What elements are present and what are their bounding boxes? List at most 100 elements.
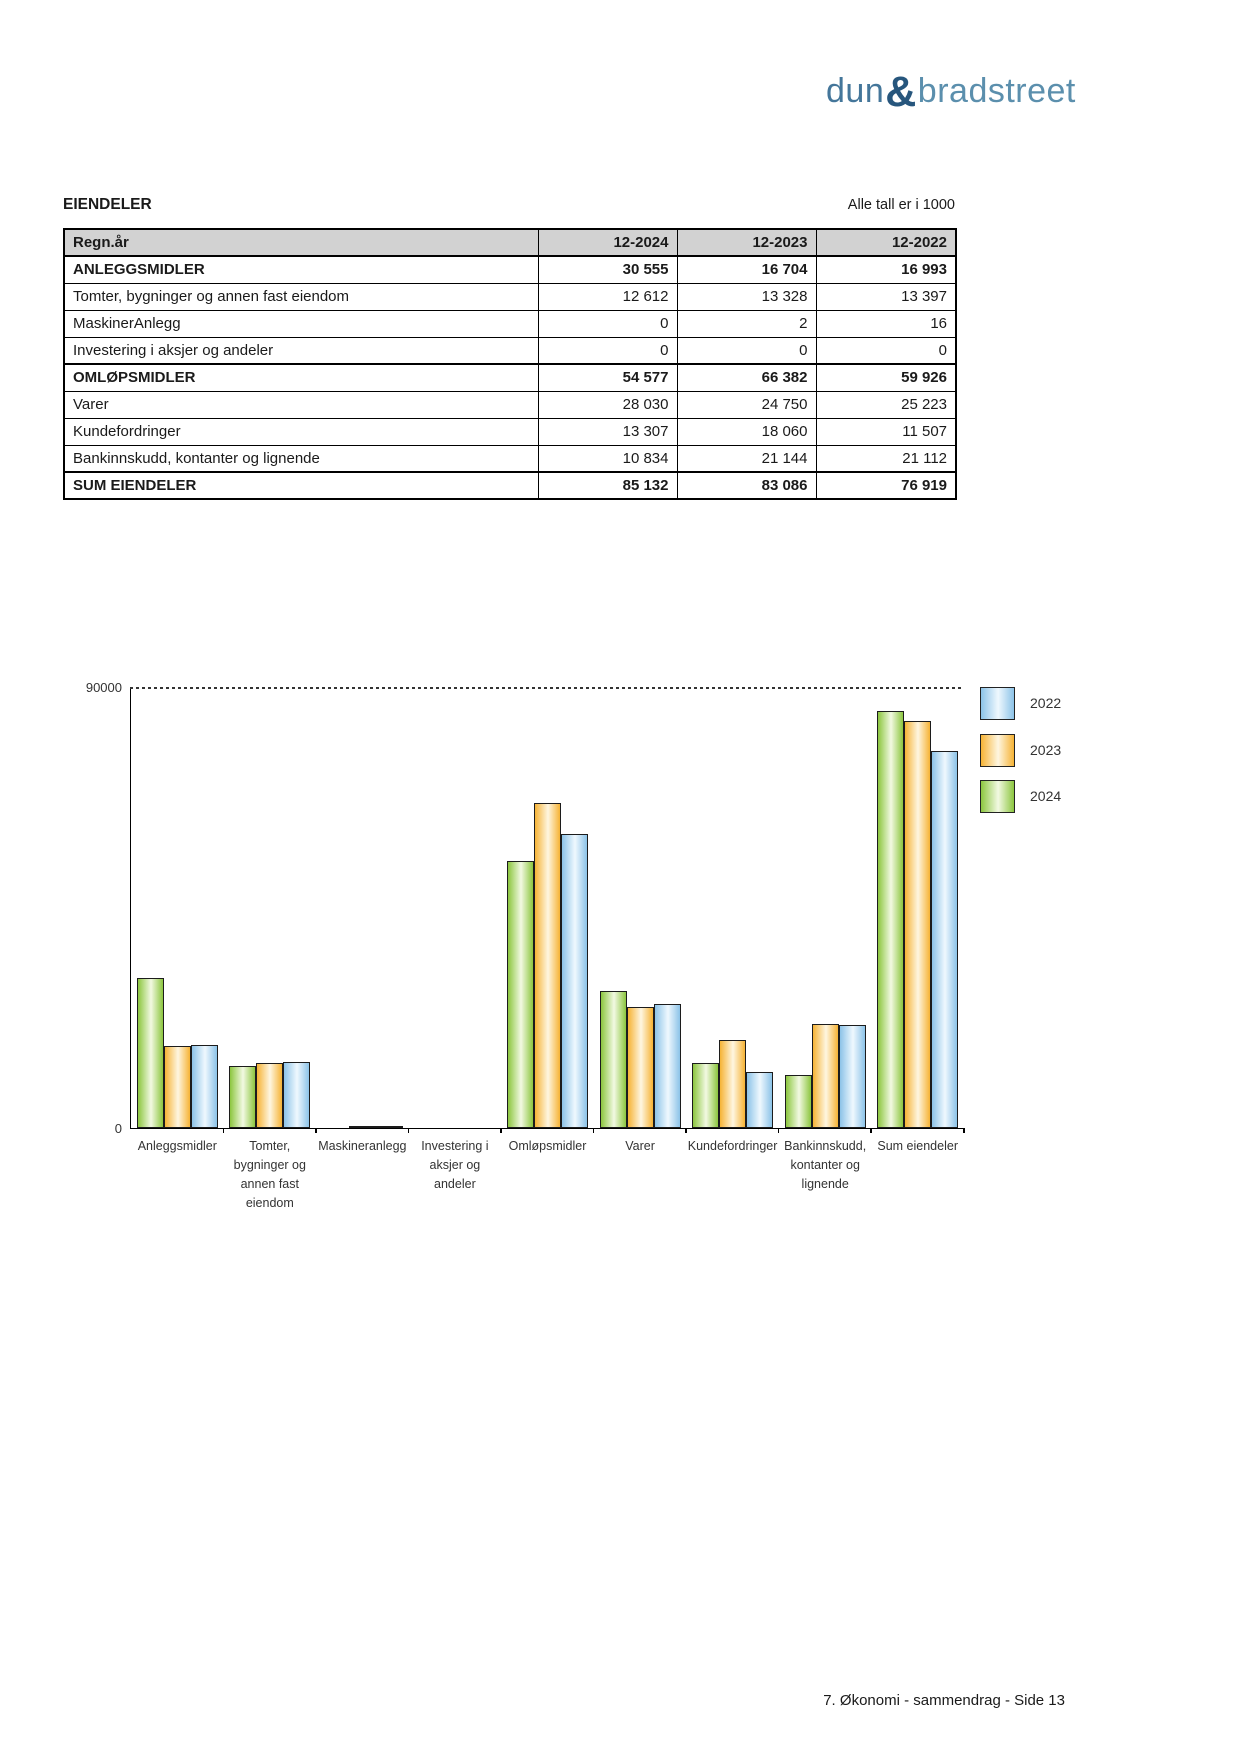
table-row: ANLEGGSMIDLER 30 555 16 704 16 993 — [63, 255, 957, 284]
bar-2022-1 — [283, 1062, 311, 1128]
dun-bradstreet-logo: dun&bradstreet — [826, 68, 1076, 117]
row-value: 13 328 — [676, 282, 817, 311]
row-value: 0 — [537, 336, 678, 365]
bar-2023-6 — [719, 1039, 747, 1128]
row-value: 59 926 — [815, 363, 957, 392]
table-row: Kundefordringer 13 307 18 060 11 507 — [63, 417, 957, 446]
bar-2024-5 — [599, 990, 627, 1128]
x-axis-tick — [870, 1128, 872, 1133]
x-axis-tick — [777, 1128, 780, 1133]
row-value: 83 086 — [676, 471, 817, 500]
legend-swatch-2024 — [980, 780, 1015, 814]
bar-2024-0 — [136, 978, 164, 1128]
row-label: ANLEGGSMIDLER — [63, 255, 539, 284]
bar-2022-2 — [375, 1126, 403, 1128]
row-value: 85 132 — [537, 471, 678, 500]
bar-2022-8 — [931, 751, 959, 1128]
x-axis-label: Omløpsmidler — [508, 1139, 587, 1153]
x-axis-tick — [592, 1128, 595, 1133]
x-axis-label: Anleggsmidler — [137, 1139, 217, 1153]
table-row: Investering i aksjer og andeler 0 0 0 — [63, 336, 957, 365]
bar-2024-1 — [229, 1066, 257, 1128]
bar-2023-8 — [904, 720, 932, 1128]
bar-2024-8 — [877, 710, 905, 1128]
row-value: 2 — [676, 309, 817, 338]
logo-text-dun: dun — [826, 72, 885, 110]
x-axis-label: Maskineranlegg — [318, 1139, 407, 1153]
row-value: 0 — [815, 336, 957, 365]
row-value: 25 223 — [815, 390, 957, 419]
bar-2023-2 — [348, 1126, 376, 1128]
row-label: Investering i aksjer og andeler — [63, 336, 539, 365]
row-value: 16 704 — [676, 255, 817, 284]
header-col-2022: 12-2022 — [815, 228, 957, 257]
x-axis-tick — [222, 1128, 225, 1133]
y-axis-max-label: 90000 — [85, 680, 122, 695]
bar-2024-6 — [692, 1062, 720, 1128]
row-value: 13 397 — [815, 282, 957, 311]
row-value: 21 112 — [815, 444, 957, 473]
table-row: SUM EIENDELER 85 132 83 086 76 919 — [63, 471, 957, 500]
x-axis-tick — [963, 1128, 965, 1133]
legend-swatch-2023 — [980, 733, 1015, 767]
table-row: Varer 28 030 24 750 25 223 — [63, 390, 957, 419]
row-value: 11 507 — [815, 417, 957, 446]
row-value: 28 030 — [537, 390, 678, 419]
row-value: 30 555 — [537, 255, 678, 284]
row-value: 16 — [815, 309, 957, 338]
section-title: EIENDELER — [63, 196, 152, 213]
logo-ampersand-icon: & — [885, 68, 917, 116]
unit-note: Alle tall er i 1000 — [847, 197, 955, 213]
header-col-2023: 12-2023 — [676, 228, 817, 257]
table-row: Tomter, bygninger og annen fast eiendom … — [63, 282, 957, 311]
row-value: 54 577 — [537, 363, 678, 392]
page-footer: 7. Økonomi - sammendrag - Side 13 — [823, 1692, 1065, 1709]
row-value: 0 — [676, 336, 817, 365]
row-label: Varer — [63, 390, 539, 419]
x-axis-label: Investering i aksjer og andeler — [421, 1139, 489, 1191]
table-row: OMLØPSMIDLER 54 577 66 382 59 926 — [63, 363, 957, 392]
bar-2022-5 — [653, 1004, 681, 1128]
row-value: 18 060 — [676, 417, 817, 446]
table-row: Bankinnskudd, kontanter og lignende 10 8… — [63, 444, 957, 473]
gridline-90000 — [130, 687, 964, 689]
header-regnaar: Regn.år — [63, 228, 539, 257]
x-axis-tick — [685, 1128, 687, 1133]
logo-text-bradstreet: bradstreet — [917, 72, 1076, 110]
row-value: 66 382 — [676, 363, 817, 392]
row-label: Bankinnskudd, kontanter og lignende — [63, 444, 539, 473]
assets-table: Regn.år 12-2024 12-2023 12-2022 ANLEGGSM… — [63, 228, 957, 500]
bar-2024-4 — [507, 860, 534, 1128]
x-axis-label: Bankinnskudd, kontanter og lignende — [784, 1139, 867, 1191]
row-value: 16 993 — [815, 255, 957, 284]
row-label: MaskinerAnlegg — [63, 309, 539, 338]
y-axis-zero-label: 0 — [114, 1121, 122, 1136]
x-axis-tick — [315, 1128, 317, 1133]
bar-2023-5 — [626, 1006, 654, 1128]
row-value: 76 919 — [815, 471, 957, 500]
row-value: 10 834 — [537, 444, 678, 473]
row-value: 13 307 — [537, 417, 678, 446]
row-value: 21 144 — [676, 444, 817, 473]
legend-label-2022: 2022 — [1030, 695, 1062, 711]
bar-2023-0 — [163, 1046, 191, 1128]
bar-2022-4 — [561, 834, 588, 1128]
row-value: 12 612 — [537, 282, 678, 311]
x-axis-tick — [407, 1128, 410, 1133]
chart-plot: Anleggsmidler Tomter, bygninger og annen fa… — [130, 687, 965, 1210]
x-axis-tick — [500, 1128, 502, 1133]
table-row: MaskinerAnlegg 0 2 16 — [63, 309, 957, 338]
row-label: Tomter, bygninger og annen fast eiendom — [63, 282, 539, 311]
bar-2023-1 — [256, 1062, 284, 1128]
row-value: 0 — [537, 309, 678, 338]
x-axis-label: Kundefordringer — [687, 1139, 778, 1153]
x-axis-label: Sum eiendeler — [877, 1139, 958, 1153]
header-col-2024: 12-2024 — [537, 228, 678, 257]
bar-2022-6 — [746, 1071, 774, 1128]
bar-2022-0 — [190, 1044, 218, 1128]
legend-swatch-2022 — [980, 687, 1015, 720]
table-header-row: Regn.år 12-2024 12-2023 12-2022 — [63, 228, 957, 257]
bar-2022-7 — [838, 1024, 866, 1128]
x-axis-label: Varer — [625, 1139, 655, 1153]
